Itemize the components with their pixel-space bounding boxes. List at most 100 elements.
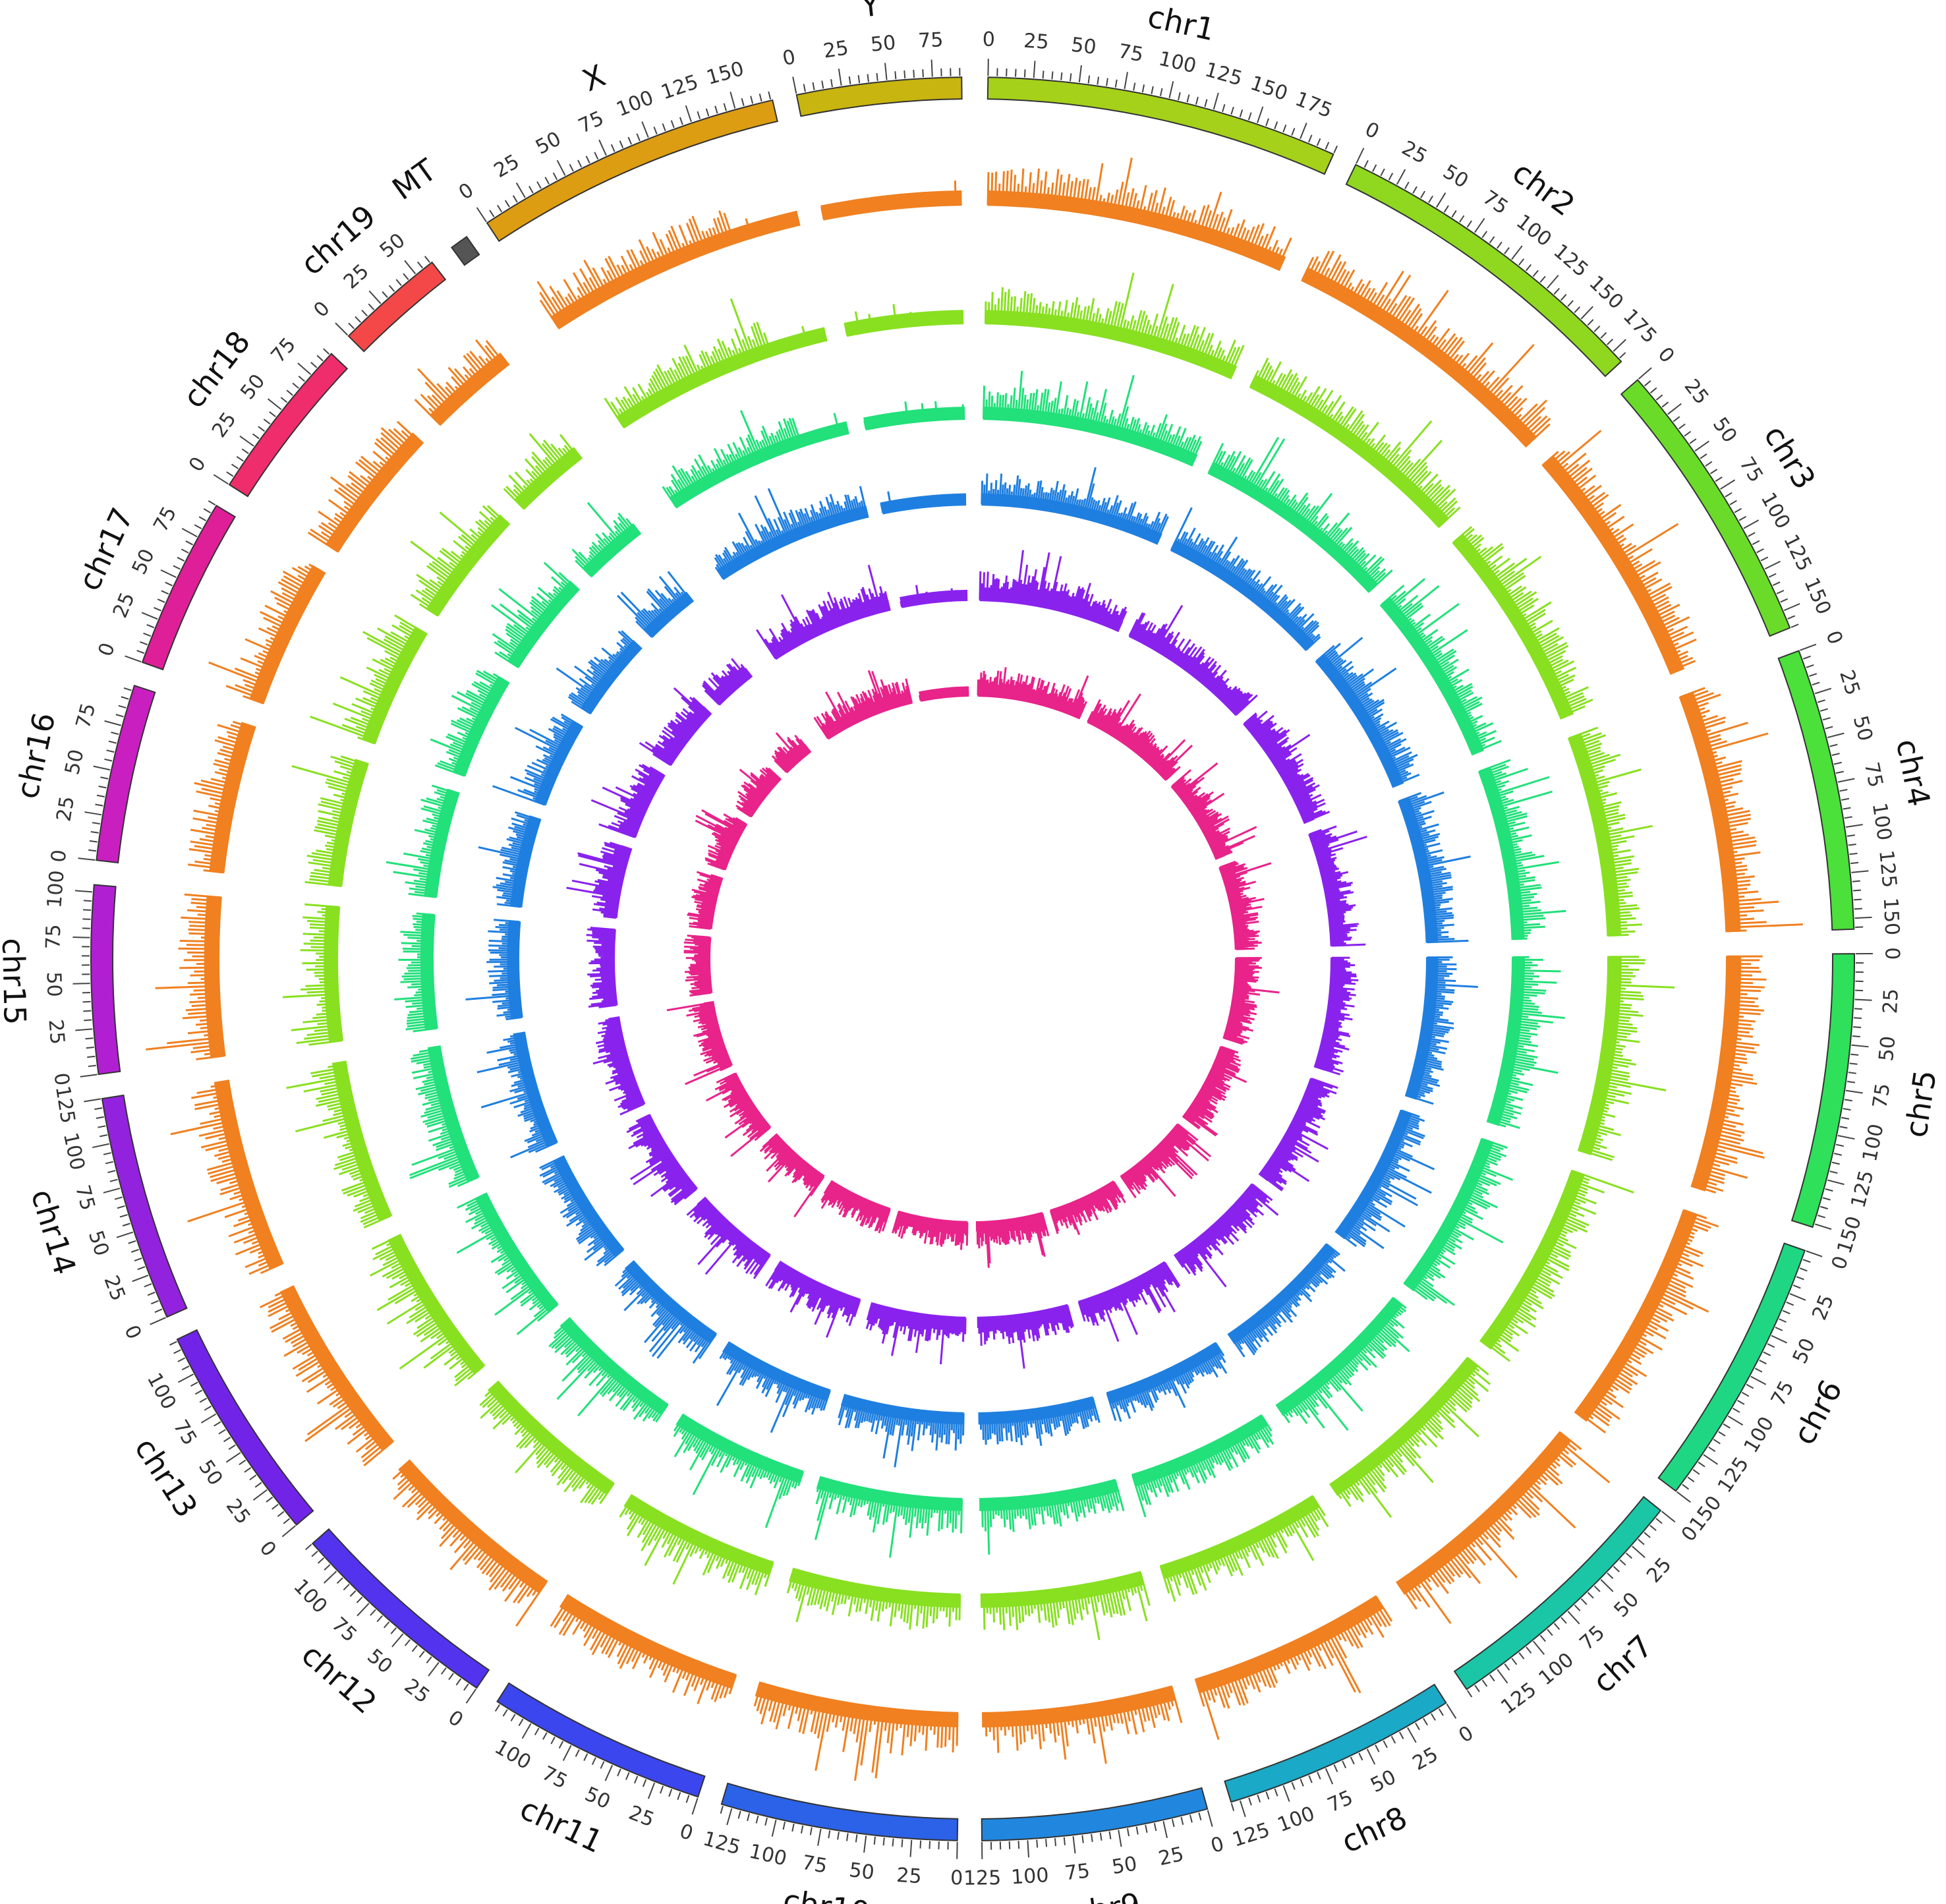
tick-chr6 [1759, 1359, 1767, 1365]
tick-chr10 [720, 1805, 724, 1814]
tick-chr1 [1141, 84, 1145, 93]
tick-chr2 [1613, 339, 1626, 352]
tick-chr1 [1222, 103, 1226, 113]
tick-Y [838, 69, 842, 86]
tick-chr4 [1835, 770, 1844, 774]
tick-chr2 [1567, 300, 1574, 307]
tick-chr11 [685, 1795, 690, 1803]
tick-chr12 [376, 1615, 384, 1623]
tick-label-chr9: 50 [1110, 1852, 1139, 1879]
tick-chr1 [1316, 138, 1321, 146]
tick-label-chr4: 0 [1821, 627, 1846, 647]
track-6-chr1-base [977, 686, 1084, 720]
track-2-chr9-base [980, 1571, 1145, 1608]
tick-chr13 [239, 1459, 246, 1466]
tick-chr6 [1703, 1454, 1719, 1465]
tick-chr3 [1790, 623, 1799, 628]
tick-X [730, 92, 736, 109]
tick-X [515, 182, 526, 198]
track-5-chr4-base [1308, 830, 1342, 946]
tick-label-chr10: 25 [896, 1864, 923, 1889]
tick-chr2 [1451, 210, 1457, 218]
tick-chr5 [1854, 1008, 1862, 1010]
tick-chr19 [395, 279, 402, 286]
track-3-chr14-base [427, 1045, 480, 1182]
tick-X [544, 177, 550, 185]
tick-chr6 [1676, 1491, 1691, 1503]
tick-Y [857, 75, 861, 84]
track-2-chr11-base [623, 1493, 774, 1576]
tick-chr2 [1404, 181, 1410, 190]
tick-X [679, 117, 683, 125]
track-4-chr3-bars [1315, 637, 1420, 787]
tick-label-chr16: 75 [72, 701, 101, 731]
tick-X [577, 159, 583, 168]
track-3-chr3-bars [1380, 578, 1502, 754]
tick-chr16 [90, 831, 99, 834]
tick-chr2 [1593, 325, 1601, 332]
tick-chr5 [1833, 1153, 1843, 1156]
tick-chr5 [1817, 1215, 1826, 1219]
ideogram-chr18 [228, 353, 349, 498]
tick-chr2 [1600, 332, 1607, 339]
tick-chr18 [323, 348, 330, 355]
tick-chr13 [199, 1397, 208, 1403]
chromosome-label-MT: MT [386, 152, 443, 207]
track-6-chr15-base [700, 936, 713, 995]
track-6-Y-base [919, 686, 969, 702]
tick-chr4 [1822, 717, 1831, 721]
track-4-chr19-base [643, 591, 695, 639]
tick-chr5 [1831, 1161, 1840, 1165]
tick-label-chr14: 0 [119, 1322, 146, 1343]
tick-label-chr17: 25 [109, 589, 140, 621]
tick-chr14 [94, 1107, 103, 1111]
track-2 [283, 272, 1675, 1640]
tick-chr11 [642, 1779, 647, 1787]
tick-chr17 [208, 500, 216, 505]
tick-chr1 [1239, 109, 1244, 118]
track-5-chr17-base [625, 769, 666, 838]
tick-chr14 [150, 1300, 159, 1305]
tick-chr16 [96, 794, 105, 797]
tick-chr14 [134, 1257, 142, 1262]
track-6-chr2-bars [1087, 693, 1193, 781]
track-2-Y-base [844, 310, 964, 337]
tick-X [497, 204, 503, 213]
tick-chr7 [1661, 1511, 1676, 1523]
chromosome-label-Y: Y [859, 0, 882, 24]
ideogram-chr19 [347, 261, 447, 353]
tick-Y [792, 76, 797, 94]
tick-chr17 [165, 581, 173, 587]
tick-chr4 [1839, 789, 1848, 792]
track-3-X-base [669, 421, 849, 509]
track-2-chr12-base [487, 1380, 615, 1495]
tick-chr1 [1195, 96, 1199, 105]
track-1-chr1-base [987, 190, 1286, 272]
ideogram-ring [90, 76, 1855, 1841]
tick-chr1 [1042, 71, 1045, 79]
tick-chr3 [1743, 519, 1760, 529]
tick-chr14 [144, 1283, 152, 1288]
tick-chr7 [1539, 1634, 1546, 1642]
tick-chr7 [1511, 1658, 1518, 1665]
track-6-chr12-base [768, 1133, 825, 1184]
tick-chr5 [1814, 1223, 1832, 1230]
tick-chr14 [122, 1223, 130, 1226]
track-3-Y-base [863, 407, 965, 431]
tick-chr13 [254, 1482, 262, 1488]
tick-chr1 [1247, 112, 1252, 121]
track-4-chr3-base [1315, 653, 1404, 788]
track-5-chr6-base [1258, 1078, 1321, 1182]
tick-chr4 [1817, 699, 1825, 703]
tick-chr2 [1574, 306, 1581, 314]
tick-label-X: 25 [490, 150, 524, 183]
tick-label-chr1: 125 [1202, 58, 1245, 90]
tick-chr3 [1710, 469, 1718, 475]
tick-label-Y: 0 [781, 45, 798, 71]
tick-chr2 [1420, 190, 1425, 198]
tick-chr7 [1481, 1679, 1488, 1687]
tick-label-chr7: 75 [1575, 1621, 1609, 1656]
tick-chr4 [1849, 852, 1858, 855]
tick-chr3 [1678, 423, 1686, 430]
